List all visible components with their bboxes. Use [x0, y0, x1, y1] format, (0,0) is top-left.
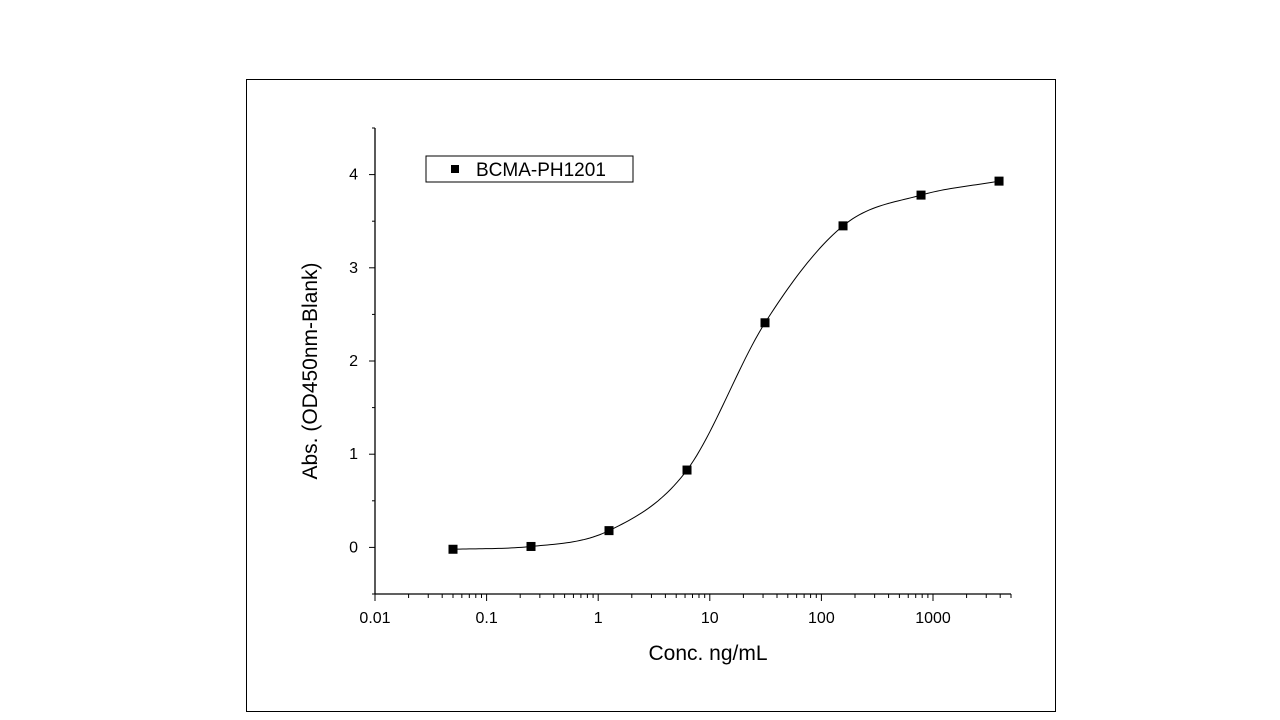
legend-marker-square	[451, 165, 459, 173]
x-tick-label: 0.1	[475, 610, 497, 627]
data-points	[448, 176, 1004, 554]
axes: 0 1 2 3 4 0.01 0.1 1 10 100 1000	[349, 127, 1012, 627]
data-point	[916, 190, 926, 200]
legend: BCMA-PH1201	[425, 155, 634, 183]
data-point	[760, 318, 770, 328]
data-point	[838, 221, 848, 231]
chart-frame: 0 1 2 3 4 0.01 0.1 1 10 100 1000 Conc. ng/mL Abs. …	[246, 79, 1056, 712]
data-point	[526, 541, 536, 551]
x-axis-title: Conc. ng/mL	[648, 642, 767, 665]
data-point	[604, 526, 614, 536]
x-tick-label: 100	[808, 610, 835, 627]
legend-label: BCMA-PH1201	[476, 160, 606, 181]
x-tick-label: 1	[594, 610, 603, 627]
chart-svg: 0 1 2 3 4 0.01 0.1 1 10 100 1000 Conc. ng/mL Abs. …	[299, 127, 1012, 665]
x-tick-label: 0.01	[359, 610, 390, 627]
data-point	[682, 465, 692, 475]
y-tick-label: 4	[349, 167, 358, 184]
y-tick-label: 2	[349, 353, 358, 370]
y-axis-title: Abs. (OD450nm-Blank)	[299, 262, 322, 479]
y-tick-label: 0	[349, 539, 358, 556]
y-tick-label: 3	[349, 260, 358, 277]
legend-box	[425, 155, 634, 183]
x-tick-label: 1000	[915, 610, 951, 627]
data-point	[994, 176, 1004, 186]
fit-curve	[452, 180, 1000, 550]
data-point	[448, 544, 458, 554]
y-tick-label: 1	[349, 446, 358, 463]
x-tick-label: 10	[701, 610, 719, 627]
